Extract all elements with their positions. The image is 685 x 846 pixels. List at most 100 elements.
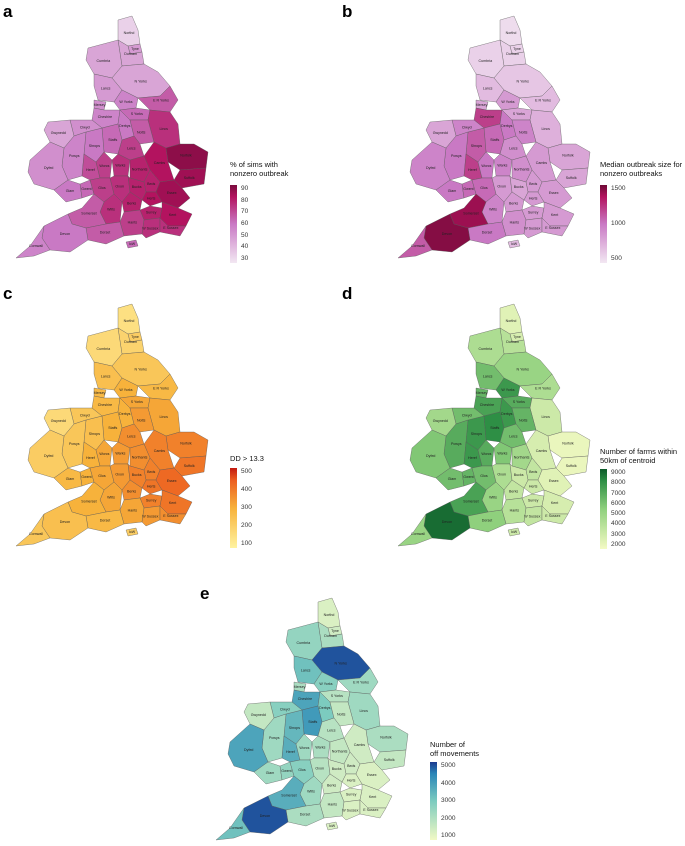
- legend-tick-label: 90: [241, 185, 249, 192]
- county-label: Surrey: [528, 499, 539, 503]
- legend-tick-label: 1000: [441, 832, 456, 839]
- county-label: Cornwall: [411, 244, 425, 248]
- county-label: Powys: [69, 154, 80, 158]
- county-label: Clwyd: [462, 413, 472, 417]
- county-label: Cheshire: [480, 115, 494, 119]
- legend-title: % of sims with nonzero outbreak: [230, 160, 289, 178]
- county-label: Somerset: [81, 499, 96, 503]
- county-suffolk: [173, 455, 207, 477]
- legend-tick-label: 200: [241, 522, 252, 529]
- county-label: Leics: [509, 147, 518, 151]
- county-label: Dyfed: [426, 166, 435, 170]
- county-berks: [121, 479, 143, 501]
- county-label: Herts: [529, 485, 538, 489]
- county-e-sussex: [541, 217, 569, 237]
- legend-tick-label: 80: [241, 196, 249, 204]
- county-worcs: [95, 439, 113, 467]
- legend-colorbar: [230, 468, 237, 548]
- county-label: Cornwall: [229, 826, 243, 830]
- county-label: Kent: [551, 213, 558, 217]
- panel-e: e Northd Tyne Durham Cumbria N Yorks Lancs Mer…: [190, 580, 520, 846]
- county-label: Warks: [315, 745, 325, 749]
- county-w-yorks: [495, 377, 521, 399]
- county-label: Essex: [549, 479, 559, 483]
- county-label: Berks: [327, 783, 336, 787]
- county-label: Cambs: [154, 449, 166, 453]
- county-norfolk: [165, 143, 209, 171]
- county-label: Kent: [169, 501, 176, 505]
- county-label: W Yorks: [501, 388, 514, 392]
- county-label: Oxon: [115, 185, 124, 189]
- county-label: Cheshire: [98, 115, 112, 119]
- county-label: Norfolk: [180, 442, 192, 446]
- county-label: Norfolk: [562, 154, 574, 158]
- county-label: Bucks: [514, 185, 524, 189]
- county-notts: [511, 119, 537, 145]
- legend-tick-label: 2000: [611, 541, 626, 548]
- county-w-yorks: [113, 377, 139, 399]
- county-label: S Yorks: [131, 400, 143, 404]
- county-label: Warks: [497, 451, 507, 455]
- county-label: Cambs: [154, 161, 166, 165]
- county-label: Lancs: [101, 87, 111, 91]
- county-label: Beds: [529, 470, 537, 474]
- county-notts: [511, 407, 537, 433]
- county-label: Tyne: [513, 47, 521, 51]
- county-label: Clwyd: [80, 125, 90, 129]
- county-label: Suffolk: [184, 176, 195, 180]
- county-label: Northd: [124, 31, 135, 35]
- county-label: Cornwall: [29, 532, 43, 536]
- county-label: Mersey: [94, 391, 106, 395]
- county-label: Tyne: [331, 629, 339, 633]
- county-label: E Sussex: [545, 514, 560, 518]
- county-label: Dorset: [100, 231, 111, 235]
- county-label: Norfolk: [562, 442, 574, 446]
- county-label: Cheshire: [98, 403, 112, 407]
- county-label: S Yorks: [131, 112, 143, 116]
- county-label: Worcs: [299, 746, 309, 750]
- county-worcs: [95, 151, 113, 179]
- county-warks: [111, 153, 131, 177]
- county-notts: [129, 407, 155, 433]
- county-label: Clwyd: [80, 413, 90, 417]
- county-label: Essex: [167, 191, 177, 195]
- county-worcs: [295, 733, 313, 761]
- county-label: Gwent: [81, 187, 91, 191]
- county-label: N Yorks: [135, 79, 148, 83]
- county-label: Gwynedd: [51, 131, 66, 135]
- county-iow: [507, 527, 521, 537]
- county-label: Berks: [127, 201, 136, 205]
- county-label: Leics: [509, 435, 518, 439]
- legend-tick-label: 500: [241, 468, 252, 475]
- county-iow: [125, 239, 139, 249]
- county-label: Clwyd: [462, 125, 472, 129]
- county-e-sussex: [159, 217, 187, 237]
- county-label: Kent: [369, 795, 376, 799]
- county-essex: [355, 761, 391, 791]
- county-label: Beds: [147, 470, 155, 474]
- panel-a: a Northd Tyne Durham Cumbria N Yorks Lancs Mer…: [0, 0, 342, 282]
- county-label: Cornwall: [411, 532, 425, 536]
- county-label: Dyfed: [44, 166, 53, 170]
- county-label: IoW: [129, 530, 136, 534]
- county-label: Norfolk: [180, 154, 192, 158]
- county-label: Gwynedd: [433, 131, 448, 135]
- county-label: IoW: [511, 242, 518, 246]
- county-label: Devon: [442, 232, 452, 236]
- county-label: Heref: [86, 168, 95, 172]
- county-w-yorks: [495, 89, 521, 111]
- county-label: Herts: [529, 197, 538, 201]
- county-label: Northd: [324, 613, 335, 617]
- county-label: Herts: [347, 779, 356, 783]
- county-label: Herts: [147, 197, 156, 201]
- legend-tick-label: 6000: [611, 499, 626, 507]
- county-label: Gwynedd: [51, 419, 66, 423]
- county-label: Glos: [298, 768, 306, 772]
- county-label: Heref: [468, 456, 477, 460]
- county-label: Cambs: [536, 449, 548, 453]
- county-label: Staffs: [108, 426, 117, 430]
- county-label: Warks: [115, 163, 125, 167]
